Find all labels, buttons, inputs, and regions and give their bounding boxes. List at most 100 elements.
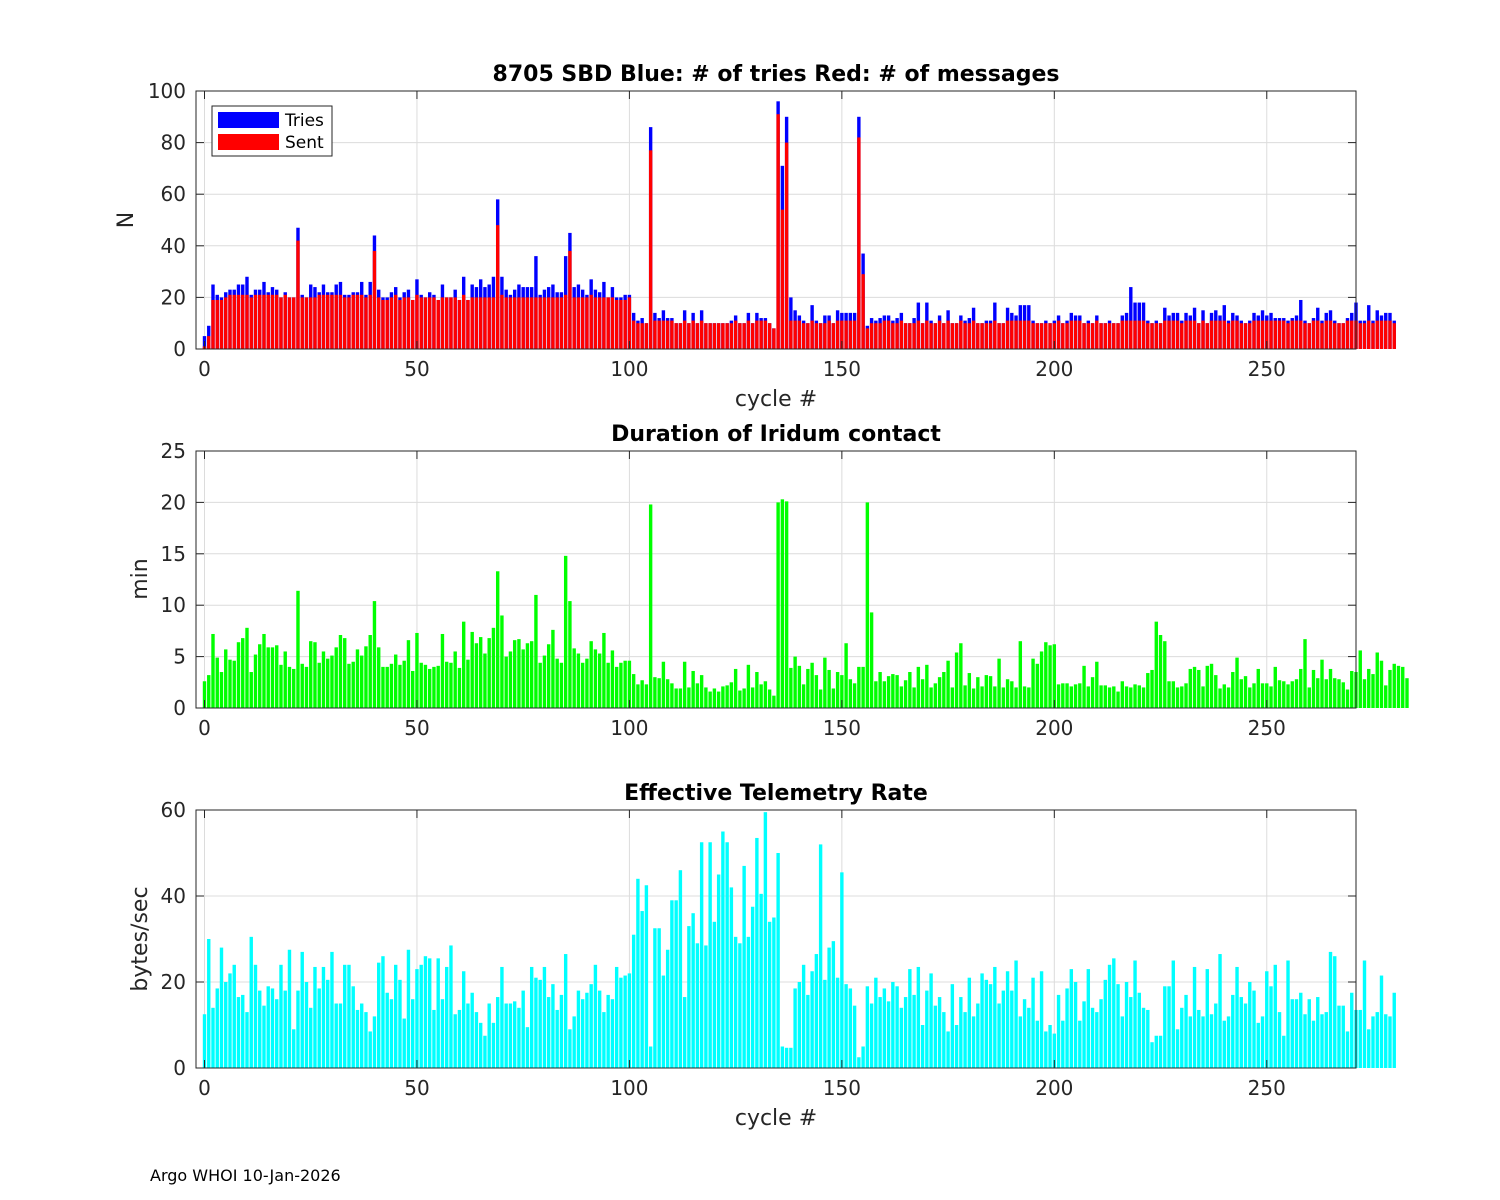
sbd-bars <box>202 101 1396 350</box>
sbd-bar-sent <box>1324 320 1328 349</box>
duration-bar <box>1405 678 1409 708</box>
sbd-bar-sent <box>644 323 649 349</box>
duration-bar <box>377 647 381 708</box>
rate-bar <box>1061 1020 1065 1068</box>
rate-bar <box>1290 999 1294 1068</box>
rate-bar <box>453 1014 457 1068</box>
duration-bar <box>1290 681 1294 708</box>
duration-bar <box>1252 683 1256 708</box>
rate-bar <box>627 973 632 1068</box>
duration-bar <box>1010 681 1014 708</box>
duration-bar <box>347 663 351 708</box>
sbd-bar-sent <box>1392 323 1396 349</box>
sbd-bar-sent <box>759 320 763 349</box>
sbd-bar-sent <box>1120 320 1124 349</box>
duration-bar <box>670 683 674 708</box>
sbd-bar-sent <box>580 297 585 349</box>
sbd-bar-sent <box>750 323 755 349</box>
duration-bar <box>772 695 776 708</box>
duration-bar <box>440 633 445 708</box>
sbd-bar-sent <box>249 297 253 349</box>
rate-bar <box>1222 1020 1226 1068</box>
sbd-bar-sent <box>963 323 967 349</box>
duration-bar <box>1316 678 1320 708</box>
duration-bar <box>1311 669 1316 708</box>
sbd-xtick-label: 100 <box>610 357 648 381</box>
rate-bar <box>351 986 355 1068</box>
rate-bar <box>394 964 398 1068</box>
duration-bar <box>364 646 368 708</box>
duration-bar <box>1048 645 1052 708</box>
sbd-bar-sent <box>954 323 959 349</box>
duration-bar <box>1133 684 1137 708</box>
sbd-bar-sent <box>1154 323 1158 349</box>
sbd-bar-sent <box>988 323 993 349</box>
sbd-bar-sent <box>840 320 844 349</box>
duration-bar <box>695 683 700 708</box>
duration-bar <box>1235 657 1239 708</box>
rate-bar <box>925 990 929 1068</box>
rate-bar <box>725 842 729 1068</box>
duration-bar <box>610 650 615 708</box>
duration-bar <box>844 643 848 708</box>
rate-bar <box>886 1001 891 1068</box>
sbd-bar-sent <box>976 323 980 349</box>
rate-bar <box>967 977 972 1068</box>
duration-bar <box>428 668 432 708</box>
duration-bar <box>253 654 258 708</box>
sbd-bar-sent <box>895 323 899 349</box>
duration-bar <box>1197 669 1201 708</box>
legend-tries-swatch <box>218 112 279 128</box>
rate-ticks: 0 50 100 150 200 250 0 20 40 60 <box>161 798 1356 1100</box>
duration-bar <box>1116 691 1120 708</box>
sbd-bar-sent <box>372 250 377 349</box>
sbd-ytick-label: 40 <box>161 234 186 258</box>
rate-bar <box>1320 1014 1324 1068</box>
rate-bar <box>806 994 810 1068</box>
rate-bar <box>903 997 908 1068</box>
duration-bar <box>1158 635 1163 708</box>
duration-bar <box>394 654 398 708</box>
duration-bar <box>411 670 415 708</box>
duration-bar <box>449 662 453 708</box>
rate-bar <box>1073 982 1078 1068</box>
rate-bar <box>1307 999 1311 1068</box>
duration-bar <box>857 666 861 708</box>
sbd-bar-sent <box>347 297 351 349</box>
sbd-bar-sent <box>1239 323 1243 349</box>
rate-bar <box>1056 994 1061 1068</box>
sbd-title: 8705 SBD Blue: # of tries Red: # of mess… <box>493 62 1060 87</box>
rate-bar <box>1141 1007 1146 1068</box>
sbd-bar-sent <box>279 297 283 349</box>
duration-bar <box>1124 686 1129 708</box>
sbd-bar-sent <box>1316 320 1320 349</box>
sbd-bar-sent <box>1371 323 1375 349</box>
duration-bar <box>1044 642 1048 708</box>
sbd-bar-sent <box>959 320 963 349</box>
rate-bar <box>402 1018 406 1068</box>
duration-bar <box>334 647 338 708</box>
sbd-bar-sent <box>908 323 912 349</box>
duration-bar <box>478 637 483 708</box>
sbd-bar-sent <box>398 299 402 349</box>
sbd-bar-sent <box>1209 320 1214 349</box>
duration-bar <box>980 686 984 708</box>
rate-bar <box>406 949 411 1068</box>
sbd-bar-sent <box>436 299 440 349</box>
sbd-bar-sent <box>546 297 551 349</box>
sbd-bar-sent <box>572 297 576 349</box>
duration-bar <box>1375 652 1379 708</box>
sbd-bar-sent <box>538 297 542 349</box>
duration-bar <box>1303 639 1307 708</box>
rate-bar <box>491 1022 496 1068</box>
sbd-bar-sent <box>687 323 691 349</box>
sbd-bar-sent <box>937 320 942 349</box>
sbd-bar-sent <box>733 320 738 349</box>
sbd-bar-sent <box>287 297 292 349</box>
rate-xtick-label: 150 <box>823 1076 861 1100</box>
sbd-bar-sent <box>920 323 925 349</box>
duration-bar <box>1239 679 1243 708</box>
duration-bar <box>292 668 296 708</box>
sbd-bar-sent <box>309 297 313 349</box>
rate-bar <box>687 926 691 1068</box>
